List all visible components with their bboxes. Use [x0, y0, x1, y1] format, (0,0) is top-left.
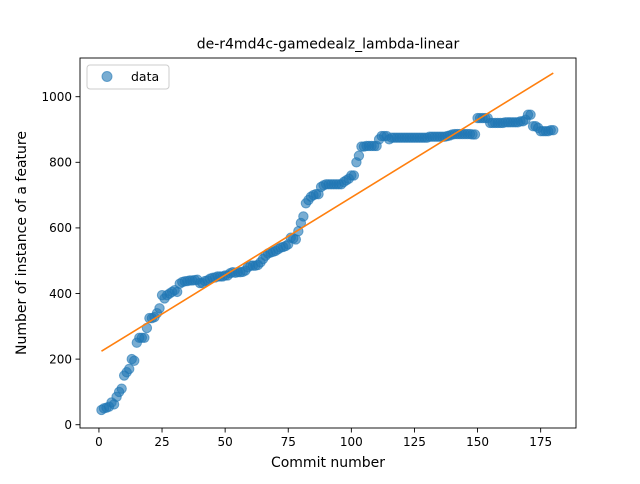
x-axis-label: Commit number: [271, 455, 385, 471]
x-tick-label: 75: [281, 435, 296, 449]
axes-layer: [79, 57, 577, 429]
data-point: [348, 170, 360, 181]
y-axis-label: Number of instance of a feature: [14, 131, 30, 355]
data-point: [139, 332, 150, 343]
x-tick-label: 150: [466, 435, 489, 449]
chart-title: de-r4md4c-gamedealz_lambda-linear: [197, 37, 460, 53]
x-tick-label: 50: [217, 435, 232, 449]
x-tick-label: 100: [340, 435, 363, 449]
series-layer: [96, 72, 559, 416]
data-point: [469, 129, 481, 140]
y-tick-label: 1000: [41, 90, 72, 104]
x-tick-label: 25: [154, 435, 169, 449]
y-tick-label: 600: [49, 221, 72, 235]
y-tick-label: 200: [49, 352, 72, 366]
legend-marker: [101, 71, 113, 82]
data-point: [548, 124, 559, 136]
data-point: [116, 383, 127, 394]
x-ticks: 0 25 50 75 100 125 150 175: [95, 428, 552, 449]
data-point: [525, 109, 536, 120]
x-tick-label: 175: [529, 435, 552, 449]
legend-box: [86, 64, 170, 90]
x-tick-label: 125: [403, 435, 426, 449]
legend: data: [86, 64, 170, 90]
plot-area: [80, 58, 576, 428]
y-tick-label: 400: [49, 287, 72, 301]
legend-label-data: data: [131, 69, 159, 84]
x-tick-label: 0: [95, 435, 103, 449]
fit-line: [101, 72, 554, 352]
y-tick-label: 800: [49, 156, 72, 170]
data-point: [124, 363, 135, 375]
y-ticks: 0 200 400 600 800 1000: [41, 90, 80, 432]
data-point: [154, 303, 165, 314]
data-point: [129, 355, 140, 366]
plot-frame: [79, 57, 577, 429]
data-point: [298, 211, 309, 222]
data-point: [353, 150, 365, 161]
y-tick-label: 0: [64, 418, 72, 432]
